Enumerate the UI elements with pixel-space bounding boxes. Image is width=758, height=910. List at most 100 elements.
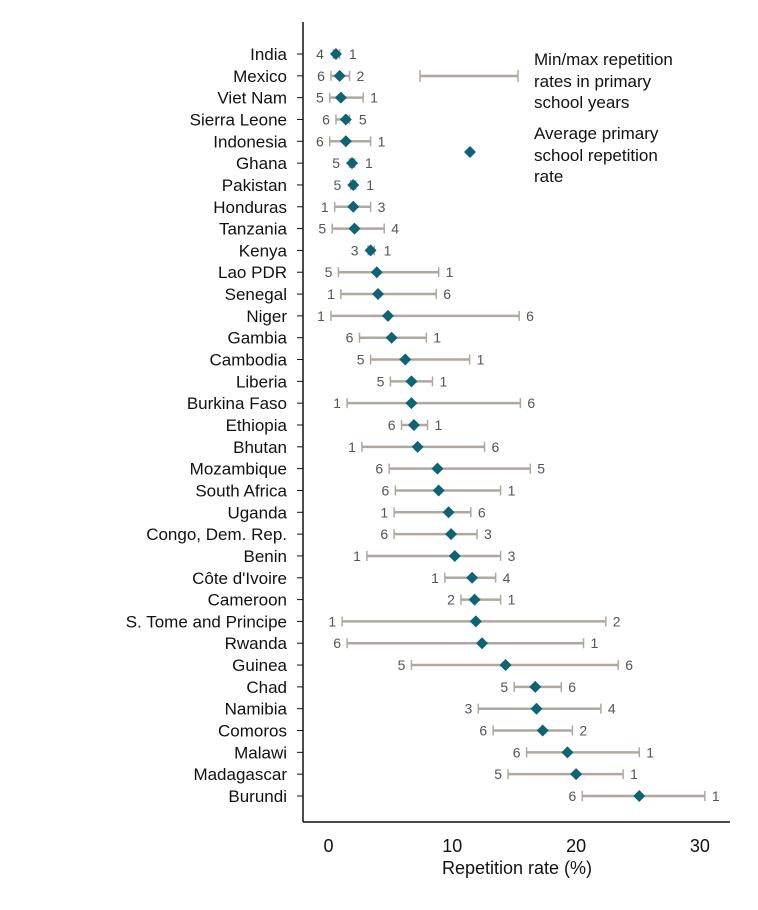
country-label: India <box>250 45 287 64</box>
country-label: Bhutan <box>233 438 287 457</box>
country-row: Malawi 6 1 <box>234 743 654 762</box>
country-row: Namibia 3 4 <box>225 700 616 719</box>
country-row: Sierra Leone 6 5 <box>190 110 367 129</box>
country-label: Côte d'Ivoire <box>192 569 287 588</box>
country-label: Lao PDR <box>218 263 287 282</box>
country-row: Niger 1 6 <box>246 307 534 326</box>
min-grade-label: 1 <box>333 395 341 411</box>
country-row: Chad 5 6 <box>246 678 576 697</box>
country-label: Honduras <box>213 198 287 217</box>
max-grade-label: 1 <box>384 242 392 258</box>
max-grade-label: 2 <box>357 68 365 84</box>
average-point <box>468 593 481 606</box>
x-ticks: 0 10 20 30 <box>323 836 709 856</box>
legend-range-label: Min/max repetition rates in primary scho… <box>534 50 678 112</box>
country-row: Kenya 3 1 <box>239 241 392 260</box>
min-grade-label: 1 <box>353 548 361 564</box>
country-row: India 4 1 <box>250 45 357 64</box>
country-label: Madagascar <box>193 765 287 784</box>
average-point <box>405 397 418 410</box>
max-grade-label: 1 <box>646 744 654 760</box>
country-label: Pakistan <box>222 176 287 195</box>
min-grade-label: 5 <box>494 766 502 782</box>
country-label: Viet Nam <box>217 89 287 108</box>
min-grade-label: 3 <box>465 701 473 717</box>
country-label: Niger <box>246 307 287 326</box>
country-label: Cameroon <box>208 591 287 610</box>
country-label: Benin <box>244 547 287 566</box>
x-tick-label: 20 <box>566 836 586 856</box>
country-label: Indonesia <box>213 132 287 151</box>
max-grade-label: 1 <box>435 417 443 433</box>
average-point <box>385 331 398 344</box>
country-row: Mexico 6 2 <box>233 67 364 86</box>
country-row: Ghana 5 1 <box>236 154 373 173</box>
country-row: Uganda 1 6 <box>227 503 485 522</box>
average-point <box>445 528 458 541</box>
country-label: Gambia <box>227 329 287 348</box>
average-point <box>348 222 361 235</box>
max-grade-label: 1 <box>378 133 386 149</box>
min-grade-label: 6 <box>317 68 325 84</box>
max-grade-label: 1 <box>370 90 378 106</box>
average-point <box>346 157 359 170</box>
average-point <box>529 680 542 693</box>
average-point <box>411 440 424 453</box>
country-label: Sierra Leone <box>190 110 287 129</box>
min-grade-label: 1 <box>348 439 356 455</box>
country-label: Ghana <box>236 154 288 173</box>
min-grade-label: 5 <box>377 373 385 389</box>
min-grade-label: 6 <box>568 788 576 804</box>
min-grade-label: 1 <box>317 308 325 324</box>
country-label: Burundi <box>228 787 287 806</box>
country-row: Liberia 5 1 <box>236 372 448 391</box>
min-grade-label: 6 <box>513 744 521 760</box>
min-grade-label: 5 <box>332 155 340 171</box>
country-label: Rwanda <box>225 634 288 653</box>
min-grade-label: 5 <box>357 352 365 368</box>
max-grade-label: 1 <box>433 330 441 346</box>
min-grade-label: 4 <box>316 46 324 62</box>
average-point <box>561 746 574 759</box>
country-label: Tanzania <box>219 220 288 239</box>
min-grade-label: 1 <box>327 286 335 302</box>
country-row: Congo, Dem. Rep. 6 3 <box>146 525 492 544</box>
average-point <box>530 702 543 715</box>
max-grade-label: 4 <box>391 221 399 237</box>
min-grade-label: 6 <box>382 482 390 498</box>
legend-average-label: Average primary school repetition rate <box>534 124 663 186</box>
max-grade-label: 6 <box>443 286 451 302</box>
max-grade-label: 1 <box>446 264 454 280</box>
average-point <box>466 571 479 584</box>
min-grade-label: 5 <box>398 657 406 673</box>
average-point <box>372 288 385 301</box>
min-grade-label: 1 <box>380 504 388 520</box>
x-axis-label: Repetition rate (%) <box>442 858 592 878</box>
average-point <box>536 724 549 737</box>
max-grade-label: 2 <box>613 613 621 629</box>
country-label: South Africa <box>195 481 287 500</box>
x-tick-label: 10 <box>442 836 462 856</box>
country-label: Chad <box>246 678 287 697</box>
average-point <box>339 135 352 148</box>
min-grade-label: 6 <box>479 723 487 739</box>
max-grade-label: 3 <box>508 548 516 564</box>
average-point <box>633 790 646 802</box>
average-point <box>381 309 394 322</box>
average-point <box>370 266 383 279</box>
country-row: Benin 1 3 <box>244 547 516 566</box>
country-label: Congo, Dem. Rep. <box>146 525 287 544</box>
country-row: South Africa 6 1 <box>195 481 515 500</box>
country-label: Malawi <box>234 743 287 762</box>
max-grade-label: 1 <box>630 766 638 782</box>
average-point <box>333 69 346 82</box>
min-grade-label: 6 <box>375 461 383 477</box>
average-point <box>399 353 412 366</box>
average-point <box>339 113 352 126</box>
country-row: Bhutan 1 6 <box>233 438 499 457</box>
min-grade-label: 5 <box>318 221 326 237</box>
max-grade-label: 5 <box>359 111 367 127</box>
country-row: Viet Nam 5 1 <box>217 89 378 108</box>
max-grade-label: 1 <box>508 482 516 498</box>
